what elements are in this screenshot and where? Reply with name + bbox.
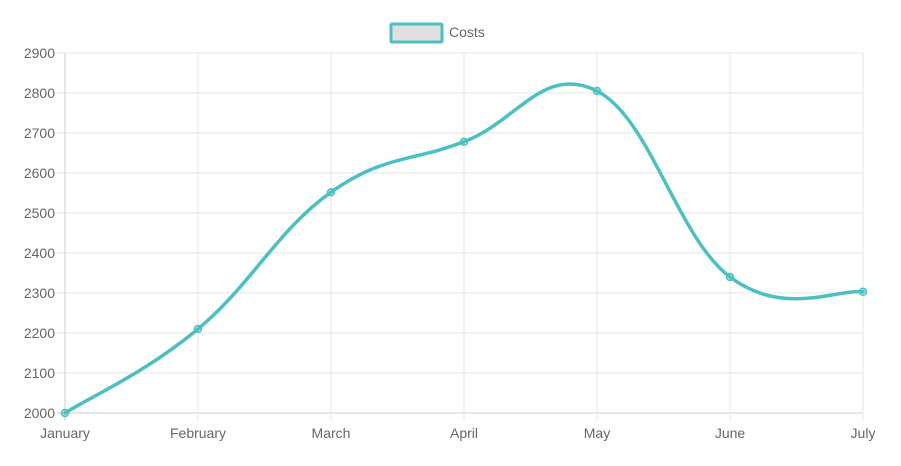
series-line-costs	[63, 82, 865, 415]
x-tick-label: May	[584, 425, 610, 441]
series-layer	[60, 82, 868, 418]
x-tick-label: March	[312, 425, 351, 441]
x-tick-label: June	[715, 425, 746, 441]
data-point[interactable]	[858, 287, 868, 297]
y-tick-label: 2800	[24, 85, 55, 101]
data-point[interactable]	[725, 272, 735, 282]
data-point[interactable]	[326, 187, 336, 197]
y-tick-label: 2600	[24, 165, 55, 181]
x-tick-label: January	[40, 425, 90, 441]
legend-label-costs[interactable]: Costs	[449, 24, 485, 40]
legend-swatch[interactable]	[389, 22, 444, 44]
y-tick-label: 2500	[24, 205, 55, 221]
y-tick-label: 2000	[24, 405, 55, 421]
y-tick-label: 2400	[24, 245, 55, 261]
data-point[interactable]	[592, 86, 602, 96]
legend[interactable]: Costs	[389, 22, 485, 44]
y-tick-label: 2200	[24, 325, 55, 341]
y-tick-label: 2300	[24, 285, 55, 301]
grid	[57, 52, 864, 421]
axes: 2000 2100 2200 2300 2400 2500 2600 2700 2800 2900…	[24, 45, 876, 441]
x-tick-label: July	[851, 425, 876, 441]
x-tick-label: February	[170, 425, 226, 441]
y-tick-label: 2700	[24, 125, 55, 141]
data-point[interactable]	[193, 324, 203, 334]
x-tick-label: April	[450, 425, 478, 441]
y-tick-label: 2900	[24, 45, 55, 61]
data-point[interactable]	[60, 408, 70, 418]
data-point[interactable]	[459, 137, 469, 147]
y-tick-label: 2100	[24, 365, 55, 381]
